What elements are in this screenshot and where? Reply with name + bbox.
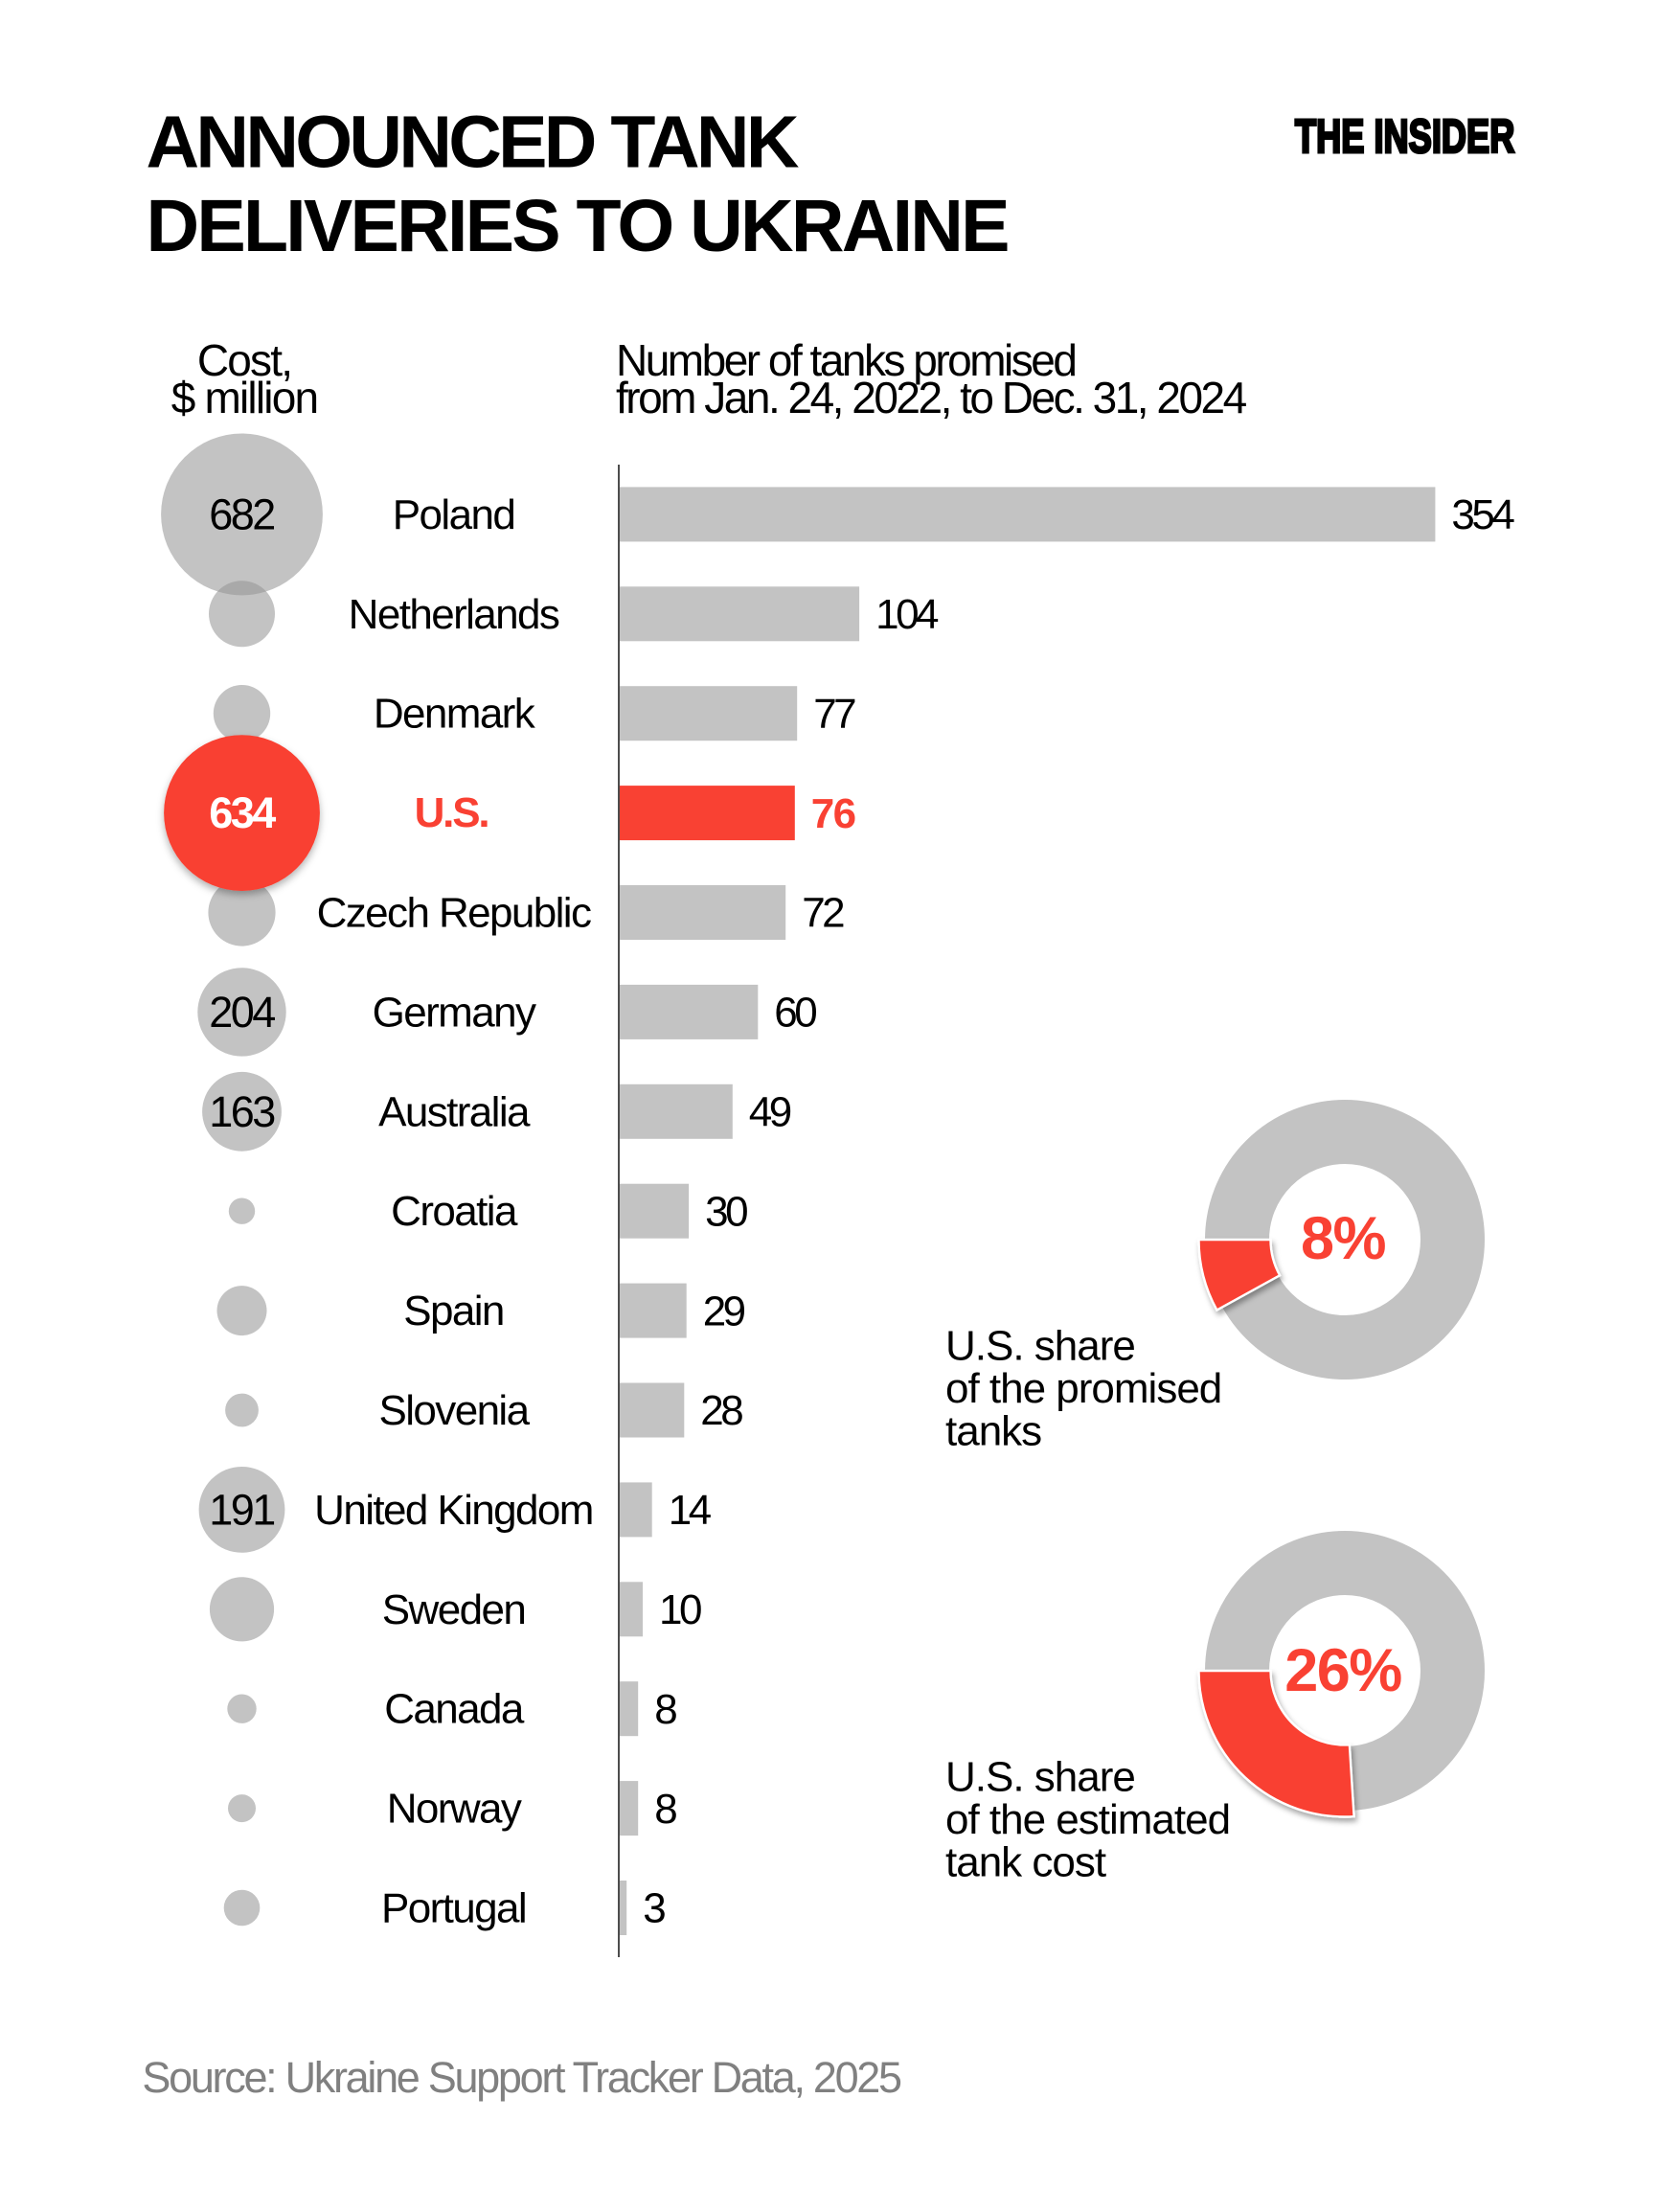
svg-text:3: 3 bbox=[643, 1885, 665, 1932]
svg-text:8: 8 bbox=[654, 1686, 676, 1733]
svg-text:ANNOUNCED TANK: ANNOUNCED TANK bbox=[147, 101, 799, 183]
svg-text:U.S. share: U.S. share bbox=[945, 1754, 1135, 1801]
svg-text:tank cost: tank cost bbox=[945, 1839, 1106, 1886]
svg-text:tanks: tanks bbox=[945, 1408, 1041, 1455]
svg-text:30: 30 bbox=[705, 1188, 747, 1235]
svg-text:Number of tanks promised: Number of tanks promised bbox=[616, 335, 1075, 385]
svg-text:U.S. share: U.S. share bbox=[945, 1323, 1135, 1370]
svg-text:Cost,: Cost, bbox=[197, 335, 291, 385]
svg-text:104: 104 bbox=[875, 591, 939, 638]
svg-text:49: 49 bbox=[749, 1089, 791, 1136]
svg-text:204: 204 bbox=[209, 988, 275, 1037]
svg-text:Australia: Australia bbox=[378, 1088, 531, 1135]
svg-text:682: 682 bbox=[209, 490, 274, 538]
svg-text:8%: 8% bbox=[1301, 1205, 1386, 1272]
svg-text:14: 14 bbox=[669, 1487, 712, 1534]
svg-text:from Jan. 24, 2022, to Dec. 31: from Jan. 24, 2022, to Dec. 31, 2024 bbox=[616, 373, 1247, 422]
svg-text:8: 8 bbox=[654, 1786, 676, 1833]
svg-text:of the estimated: of the estimated bbox=[945, 1796, 1230, 1843]
svg-text:26%: 26% bbox=[1284, 1637, 1401, 1704]
svg-text:77: 77 bbox=[813, 691, 855, 738]
svg-text:Netherlands: Netherlands bbox=[349, 591, 559, 638]
svg-text:THE INSIDER: THE INSIDER bbox=[1295, 111, 1514, 164]
svg-text:Poland: Poland bbox=[393, 491, 514, 538]
svg-text:28: 28 bbox=[700, 1387, 742, 1434]
svg-text:Spain: Spain bbox=[403, 1288, 504, 1334]
svg-text:72: 72 bbox=[802, 890, 844, 937]
svg-text:76: 76 bbox=[811, 790, 855, 837]
svg-text:$ million: $ million bbox=[171, 373, 318, 422]
svg-text:Norway: Norway bbox=[387, 1786, 522, 1833]
svg-text:Czech Republic: Czech Republic bbox=[317, 890, 591, 937]
svg-text:Germany: Germany bbox=[373, 989, 536, 1036]
svg-text:U.S.: U.S. bbox=[415, 789, 489, 836]
svg-text:29: 29 bbox=[703, 1288, 745, 1334]
svg-text:DELIVERIES TO UKRAINE: DELIVERIES TO UKRAINE bbox=[147, 185, 1009, 267]
svg-text:354: 354 bbox=[1451, 491, 1514, 538]
svg-text:Croatia: Croatia bbox=[391, 1188, 518, 1235]
svg-text:191: 191 bbox=[209, 1485, 274, 1534]
svg-text:of the promised: of the promised bbox=[945, 1365, 1221, 1412]
svg-text:163: 163 bbox=[209, 1087, 275, 1136]
svg-text:Slovenia: Slovenia bbox=[379, 1387, 531, 1434]
svg-text:Sweden: Sweden bbox=[382, 1586, 525, 1633]
svg-text:60: 60 bbox=[774, 990, 816, 1037]
svg-text:Denmark: Denmark bbox=[374, 691, 536, 738]
svg-text:United Kingdom: United Kingdom bbox=[314, 1487, 593, 1534]
svg-text:Source: Ukraine Support Tracke: Source: Ukraine Support Tracker Data, 20… bbox=[142, 2053, 901, 2102]
svg-text:Portugal: Portugal bbox=[381, 1885, 526, 1932]
svg-text:10: 10 bbox=[659, 1586, 701, 1633]
svg-text:634: 634 bbox=[209, 788, 276, 837]
svg-text:Canada: Canada bbox=[384, 1686, 525, 1733]
